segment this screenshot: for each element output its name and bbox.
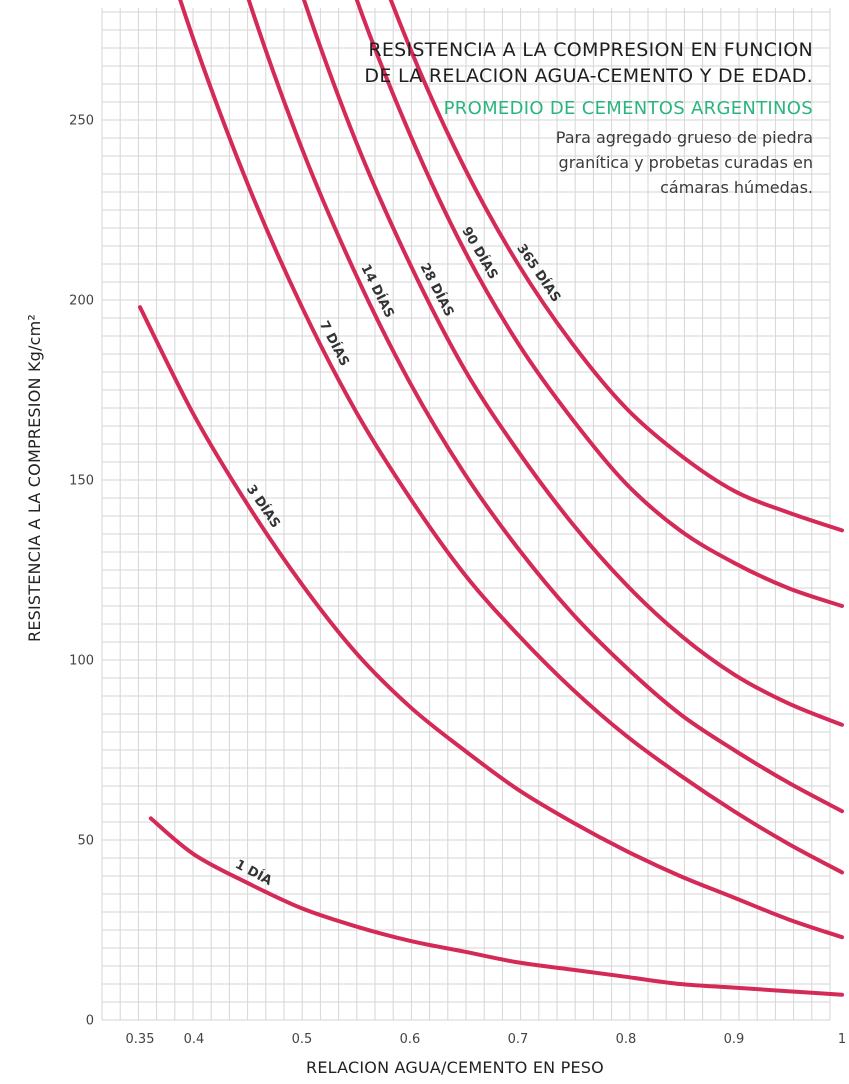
chart-note-line-3: cámaras húmedas.: [660, 178, 813, 197]
x-axis-label: RELACION AGUA/CEMENTO EN PESO: [306, 1058, 604, 1077]
x-tick-label: 0.7: [508, 1032, 529, 1047]
y-tick-label: 50: [77, 834, 94, 849]
chart-note-line-2: granítica y probetas curadas en: [559, 153, 813, 172]
chart-note-line-1: Para agregado grueso de piedra: [556, 128, 813, 147]
curve-6: [388, 0, 844, 533]
x-tick-label: 1: [838, 1032, 846, 1047]
y-tick-label: 100: [69, 654, 94, 669]
chart-title-line-1: RESISTENCIA A LA COMPRESION EN FUNCION: [368, 39, 813, 61]
x-tick-label: 0.9: [724, 1032, 745, 1047]
curve-0: [148, 816, 844, 997]
y-tick-label: 150: [69, 474, 94, 489]
x-axis-ticks: 0.35 0.4 0.5 0.6 0.7 0.8 0.9 1: [126, 1032, 847, 1047]
grid: [101, 8, 831, 1021]
curve-3: [246, 0, 844, 814]
y-axis-label: RESISTENCIA A LA COMPRESION Kg/cm²: [25, 314, 44, 642]
curve-4: [301, 0, 844, 727]
y-axis-ticks: 050100150200250300350400450500: [69, 114, 94, 1029]
curve-2: [178, 0, 844, 875]
x-tick-label: 0.8: [616, 1032, 637, 1047]
x-tick-label: 0.6: [400, 1032, 421, 1047]
curve-5: [354, 0, 844, 608]
chart-subtitle: PROMEDIO DE CEMENTOS ARGENTINOS: [444, 98, 813, 119]
chart-title-line-2: DE LA RELACION AGUA-CEMENTO Y DE EDAD.: [364, 65, 813, 87]
x-tick-label: 0.4: [184, 1032, 205, 1047]
curve-1: [138, 305, 844, 940]
y-tick-label: 200: [69, 294, 94, 309]
y-tick-label: 0: [86, 1014, 94, 1029]
y-tick-label: 250: [69, 114, 94, 129]
x-tick-label: 0.35: [126, 1032, 155, 1047]
curves: [138, 0, 844, 997]
x-tick-label: 0.5: [292, 1032, 313, 1047]
